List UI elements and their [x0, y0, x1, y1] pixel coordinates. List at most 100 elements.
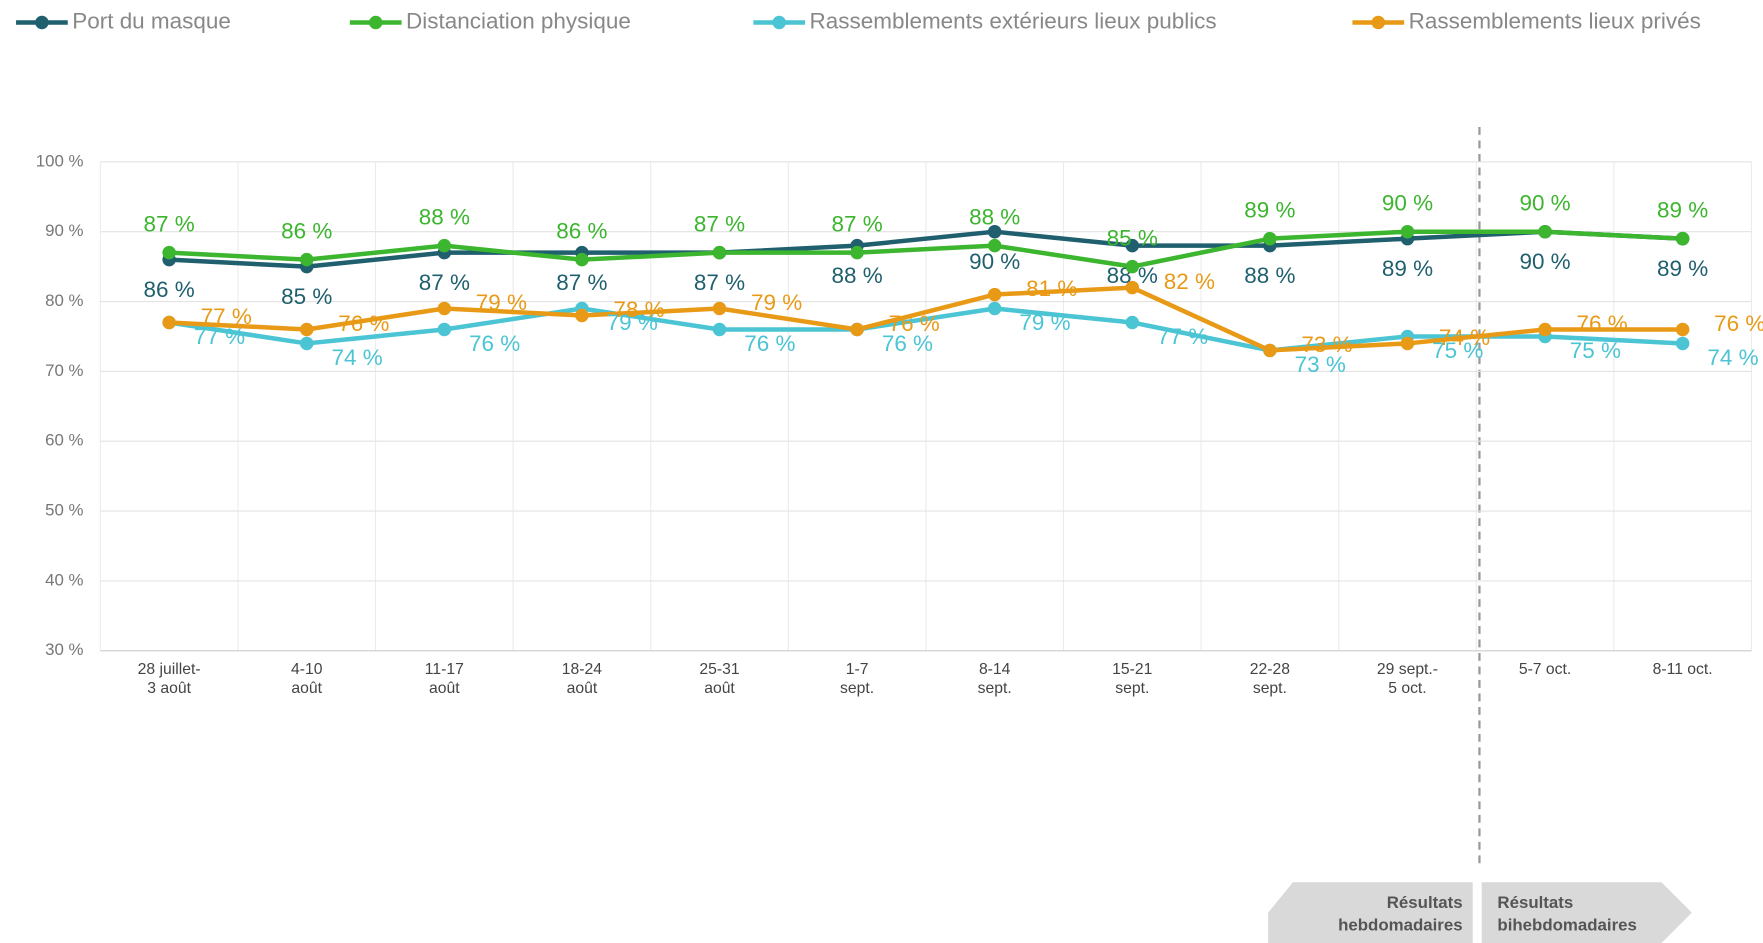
data-label: 79 % — [476, 290, 527, 315]
data-label: 79 % — [751, 290, 802, 315]
data-label: 79 % — [1019, 310, 1070, 335]
data-label: 88 % — [419, 205, 470, 230]
data-point — [712, 301, 727, 316]
data-label: 73 % — [1301, 332, 1352, 357]
data-label: 76 % — [882, 331, 933, 356]
data-label: 73 % — [1295, 352, 1346, 377]
x-tick-label: 5 oct. — [1388, 680, 1426, 697]
data-label: 87 % — [831, 212, 882, 237]
x-tick-label: août — [291, 680, 322, 697]
data-label: 85 % — [1107, 226, 1158, 251]
data-label: 79 % — [607, 310, 658, 335]
data-label: 76 % — [469, 331, 520, 356]
data-point — [1263, 343, 1277, 358]
x-tick-label: sept. — [1115, 680, 1149, 697]
y-tick-label: 80 % — [45, 291, 83, 310]
x-tick-label: sept. — [978, 680, 1012, 697]
data-label: 89 % — [1657, 198, 1708, 223]
annotation-label: hebdomadaires — [1338, 916, 1463, 935]
x-tick-label: 3 août — [147, 680, 191, 697]
x-tick-label: 1-7 — [846, 661, 869, 678]
annotation-label: Résultats — [1497, 893, 1573, 912]
data-point — [162, 245, 176, 260]
data-label: 76 % — [889, 311, 940, 336]
y-tick-label: 100 % — [36, 151, 84, 170]
data-label: 87 % — [694, 270, 745, 295]
data-point — [1400, 336, 1415, 351]
x-tick-label: 15-21 — [1112, 661, 1152, 678]
data-label: 90 % — [1382, 191, 1433, 216]
data-point — [437, 238, 452, 253]
x-tick-label: août — [567, 680, 598, 697]
legend-label: Rassemblements lieux privés — [1409, 8, 1701, 33]
data-label: 77 % — [1157, 324, 1208, 349]
data-label: 88 % — [969, 205, 1020, 230]
x-tick-label: août — [704, 680, 735, 697]
data-label: 88 % — [831, 263, 882, 288]
data-label: 87 % — [419, 270, 470, 295]
legend-marker — [1371, 15, 1386, 30]
data-point — [1125, 238, 1140, 253]
series-line — [169, 229, 1683, 269]
data-label: 76 % — [1714, 311, 1763, 336]
legend-marker — [35, 15, 49, 30]
data-point — [299, 252, 314, 267]
x-tick-label: 29 sept.- — [1377, 661, 1438, 678]
data-label: 77 % — [194, 324, 245, 349]
data-point — [299, 336, 314, 351]
x-tick-label: sept. — [840, 680, 874, 697]
data-label: 90 % — [969, 249, 1020, 274]
data-point — [987, 224, 1002, 239]
x-tick-label: 8-11 oct. — [1653, 661, 1713, 678]
x-tick-label: 22-28 — [1250, 661, 1290, 678]
data-point — [299, 322, 314, 337]
y-tick-label: 50 % — [45, 501, 83, 520]
data-label: 89 % — [1657, 256, 1708, 281]
series-line — [168, 306, 1683, 353]
data-label: 77 % — [201, 304, 252, 329]
data-label: 89 % — [1244, 198, 1295, 223]
data-label: 88 % — [1244, 263, 1295, 288]
data-label: 74 % — [1439, 325, 1490, 350]
data-point — [437, 322, 452, 337]
data-label: 76 % — [338, 311, 389, 336]
y-tick-label: 70 % — [45, 361, 83, 380]
data-point — [162, 315, 176, 330]
data-point — [1263, 231, 1277, 246]
data-point — [1538, 322, 1552, 337]
series-line — [169, 229, 1683, 269]
data-point — [1125, 315, 1140, 330]
data-label: 87 % — [694, 212, 745, 237]
y-tick-label: 40 % — [45, 570, 83, 589]
x-tick-label: 25-31 — [699, 661, 739, 678]
series-line — [169, 285, 1683, 353]
data-point — [712, 245, 727, 260]
legend-label: Rassemblements extérieurs lieux publics — [810, 8, 1217, 33]
data-label: 87 % — [144, 212, 195, 237]
data-label: 75 % — [1570, 338, 1621, 363]
data-point — [987, 238, 1002, 253]
data-label: 76 % — [1577, 311, 1628, 336]
data-point — [850, 322, 864, 337]
annotation-label: Résultats — [1387, 893, 1463, 912]
x-tick-label: 28 juillet- — [138, 661, 201, 678]
legend-label: Distanciation physique — [406, 8, 631, 33]
data-label: 82 % — [1164, 269, 1215, 294]
data-label: 90 % — [1519, 249, 1570, 274]
legend-marker — [368, 15, 383, 30]
x-tick-label: 11-17 — [425, 661, 464, 678]
data-label: 76 % — [744, 331, 795, 356]
data-label: 90 % — [1519, 191, 1570, 216]
legend-marker — [772, 15, 786, 30]
data-point — [1125, 280, 1140, 295]
x-tick-label: 8-14 — [979, 661, 1011, 678]
x-tick-label: sept. — [1253, 680, 1287, 697]
y-tick-label: 60 % — [45, 431, 83, 450]
y-tick-label: 90 % — [45, 221, 83, 240]
x-tick-label: 5-7 oct. — [1519, 661, 1571, 678]
data-point — [850, 245, 864, 260]
data-point — [1675, 336, 1690, 351]
annotation-arrow — [1481, 882, 1692, 943]
data-point — [1538, 224, 1552, 239]
data-label: 78 % — [613, 297, 664, 322]
